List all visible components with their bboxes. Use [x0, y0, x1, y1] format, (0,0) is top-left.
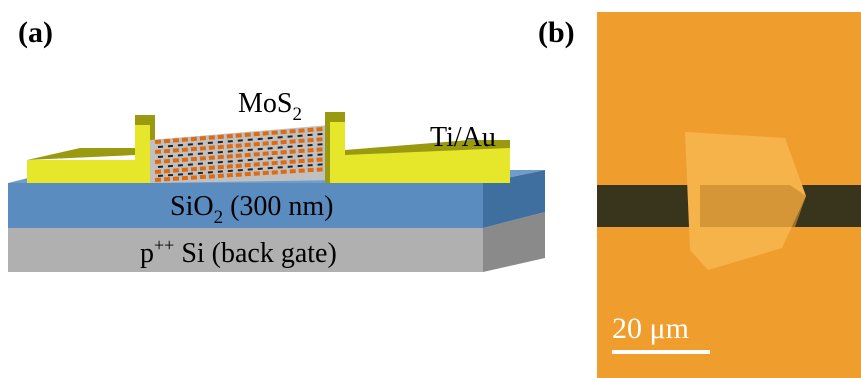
- superscript: ++: [154, 235, 174, 255]
- micrograph: 20 μm: [597, 12, 861, 378]
- label-text: MoS: [238, 88, 292, 119]
- subscript: 2: [292, 104, 302, 125]
- contact-top: [27, 148, 135, 160]
- contact: [330, 122, 345, 183]
- device-schematic: MoS2 Ti/Au SiO2 (300 nm) p++ Si (back ga…: [8, 88, 545, 272]
- contact: [27, 160, 135, 183]
- label-text: SiO: [170, 191, 214, 222]
- subscript: 2: [214, 207, 224, 228]
- mos2-label: MoS2: [238, 88, 302, 125]
- figure: (a) (b) M: [0, 0, 861, 378]
- panel-label: (a): [18, 16, 53, 49]
- flake-over-gap: [700, 185, 806, 227]
- panel-label: (b): [538, 16, 575, 49]
- mos2-layers: [150, 125, 345, 183]
- label-text: Si (back gate): [174, 238, 337, 269]
- contact: [135, 125, 150, 183]
- scale-bar-label: 20 μm: [612, 312, 689, 345]
- label-text: p: [140, 238, 154, 269]
- contact-label: Ti/Au: [430, 122, 496, 153]
- label-text: (300 nm): [223, 191, 333, 222]
